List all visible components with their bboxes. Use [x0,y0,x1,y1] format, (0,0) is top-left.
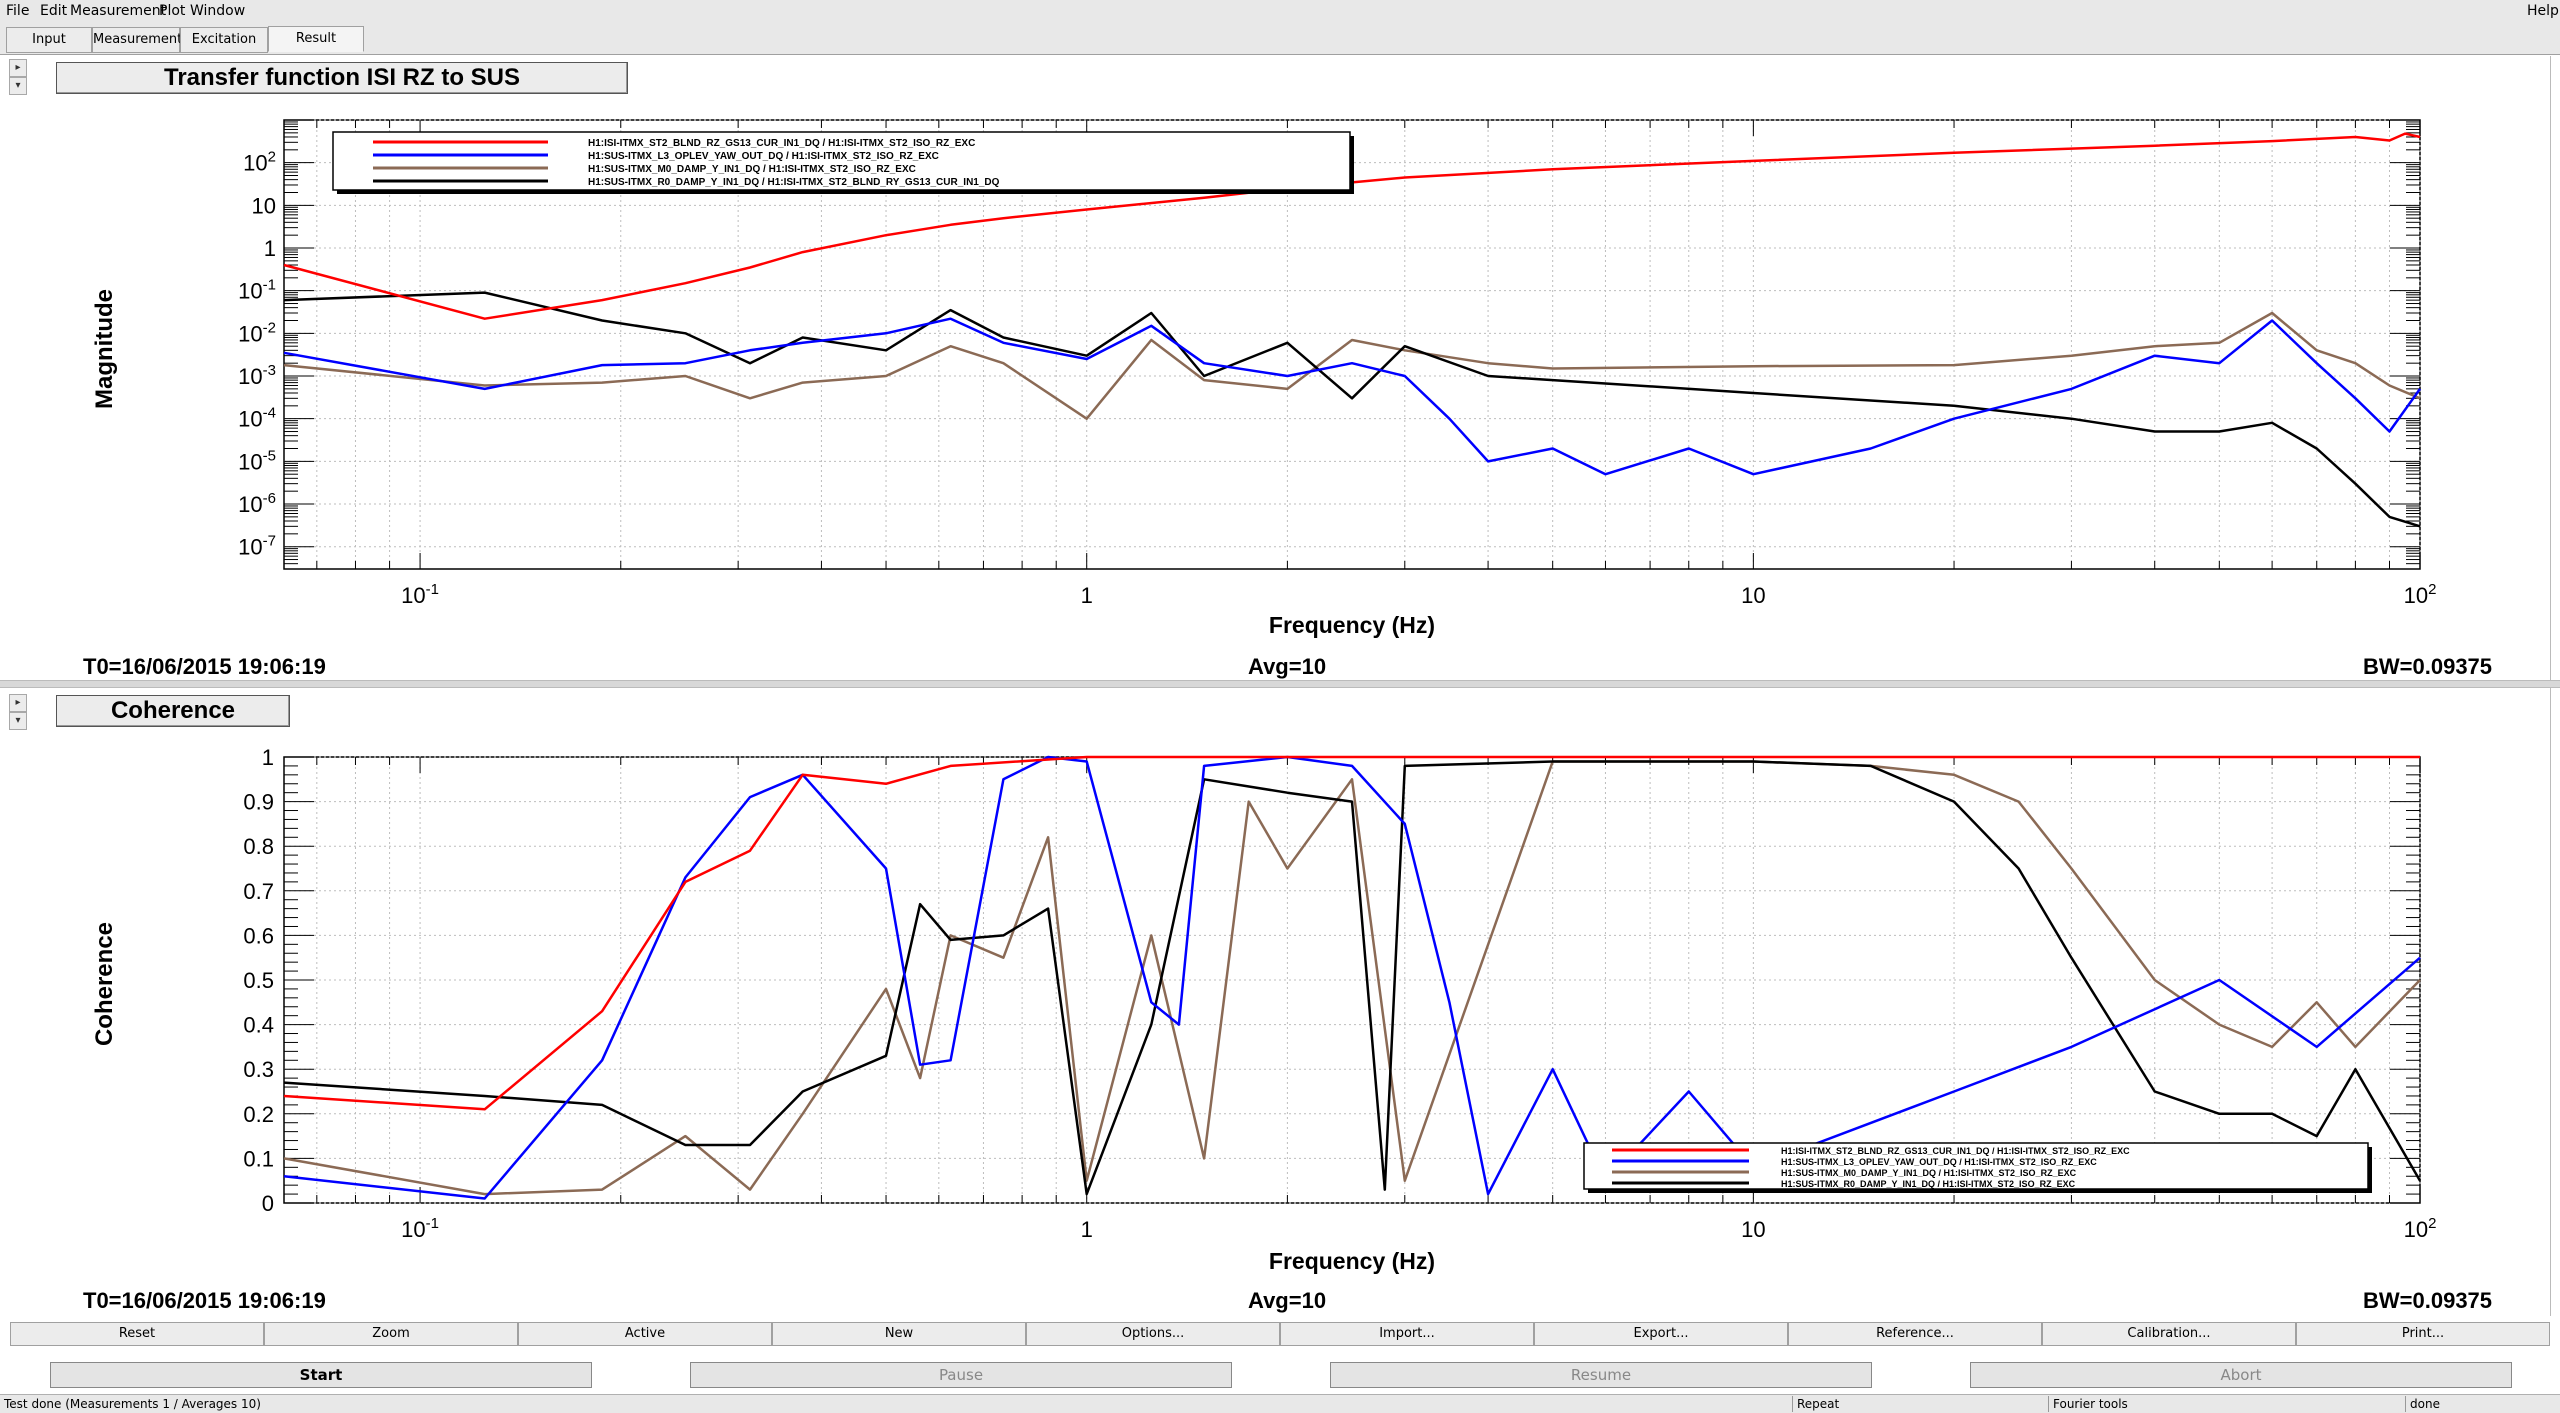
series-line [283,317,2422,476]
x-tick-label: 102 [2404,1215,2437,1242]
y-tick-label: 0.6 [243,923,274,948]
series-line [283,760,2422,1196]
plot1-ylabel: Magnitude [91,289,118,409]
y-tick-label: 0.7 [243,879,274,904]
x-tick-label: 10 [1741,1217,1765,1242]
menu-plot[interactable]: Plot [159,3,186,19]
menu-file[interactable]: File [6,3,30,19]
coherence-plot[interactable]: 10-1 1 10 10200.10.20.30.40.50.60.70.80.91 … [0,735,2560,1315]
plot1-t0: T0=16/06/2015 19:06:19 [83,654,326,679]
plot2-t0: T0=16/06/2015 19:06:19 [83,1288,326,1313]
calibration-button[interactable]: Calibration... [2042,1322,2296,1346]
y-tick-label: 1 [262,745,274,770]
y-tick-label: 10-2 [238,319,276,346]
y-tick-label: 10 [252,193,276,218]
y-tick-label: 10-3 [238,362,276,389]
y-tick-label: 0 [262,1191,274,1216]
y-tick-label: 10-6 [238,490,276,517]
pause-button[interactable]: Pause [690,1362,1232,1388]
status-state: done [2410,1397,2440,1411]
collapse-arrow-icon[interactable]: ▾ [9,77,27,95]
series-line [283,760,2421,1196]
series-line [283,755,2421,1200]
series-line [283,311,2421,420]
resume-button[interactable]: Resume [1330,1362,1872,1388]
y-tick-label: 0.9 [243,790,274,815]
plot2-bw: BW=0.09375 [2363,1288,2493,1313]
menu-edit[interactable]: Edit [40,3,68,19]
reference-button[interactable]: Reference... [1788,1322,2042,1346]
series-line [283,755,2420,1111]
menu-bar: File Edit Measurement Plot Window Help [0,0,2560,25]
legend-entry: H1:SUS-ITMX_M0_DAMP_Y_IN1_DQ / H1:ISI-IT… [588,164,916,175]
x-tick-label: 1 [1081,1217,1093,1242]
y-tick-label: 1 [264,236,276,261]
legend-entry: H1:SUS-ITMX_R0_DAMP_Y_IN1_DQ / H1:ISI-IT… [588,177,1000,188]
series-line [283,291,2421,528]
start-button[interactable]: Start [50,1362,592,1388]
menu-window[interactable]: Window [190,3,246,19]
status-message: Test done (Measurements 1 / Averages 10) [4,1397,261,1411]
plot1-bw: BW=0.09375 [2363,654,2493,679]
legend-entry: H1:SUS-ITMX_M0_DAMP_Y_IN1_DQ / H1:ISI-IT… [1781,1168,2077,1178]
import-button[interactable]: Import... [1280,1322,1534,1346]
y-tick-label: 0.5 [243,968,274,993]
x-tick-label: 10-1 [401,581,439,608]
tab-measurement[interactable]: Measurement [92,27,182,53]
active-button[interactable]: Active [518,1322,772,1346]
transfer-function-plot[interactable]: 10-1 1 10 102 10-7 10-6 10-5 10-4 10-3 10-2 10-1 1 1… [0,100,2560,680]
x-tick-label: 102 [2404,581,2437,608]
plot1-avg: Avg=10 [1248,654,1327,679]
x-tick-label: 10-1 [401,1215,439,1242]
legend-entry: H1:SUS-ITMX_L3_OPLEV_YAW_OUT_DQ / H1:ISI… [588,151,939,162]
y-tick-label: 102 [243,149,276,176]
plot1-title[interactable]: Transfer function ISI RZ to SUS [56,62,628,94]
status-bar: Test done (Measurements 1 / Averages 10)… [0,1394,2560,1413]
plot2-avg: Avg=10 [1248,1288,1327,1313]
legend-entry: H1:ISI-ITMX_ST2_BLND_RZ_GS13_CUR_IN1_DQ … [588,138,975,149]
zoom-button[interactable]: Zoom [264,1322,518,1346]
new-button[interactable]: New [772,1322,1026,1346]
y-tick-label: 10-1 [238,277,276,304]
y-tick-label: 0.2 [243,1102,274,1127]
y-tick-label: 10-4 [238,405,276,432]
plot1-frame [283,119,2421,570]
y-tick-label: 10-7 [238,533,276,560]
status-fourier: Fourier tools [2053,1397,2128,1411]
x-tick-label: 1 [1081,583,1093,608]
legend-entry: H1:SUS-ITMX_L3_OPLEV_YAW_OUT_DQ / H1:ISI… [1781,1157,2097,1167]
export-button[interactable]: Export... [1534,1322,1788,1346]
y-tick-label: 0.3 [243,1057,274,1082]
tab-input[interactable]: Input [6,27,92,53]
expand-arrow-icon[interactable]: ▸ [9,59,27,77]
tab-result[interactable]: Result [268,26,364,52]
menu-measurement[interactable]: Measurement [70,3,167,19]
y-tick-label: 0.1 [243,1146,274,1171]
plot2-ylabel: Coherence [91,922,118,1046]
options-button[interactable]: Options... [1026,1322,1280,1346]
plot-options-bar: Reset Zoom Active New Options... Import.… [10,1322,2550,1346]
y-tick-label: 10-5 [238,447,276,474]
legend-entry: H1:SUS-ITMX_R0_DAMP_Y_IN1_DQ / H1:ISI-IT… [1781,1179,2076,1189]
legend-entry: H1:ISI-ITMX_ST2_BLND_RZ_GS13_CUR_IN1_DQ … [1781,1146,2130,1156]
menu-help[interactable]: Help [2527,3,2559,19]
tab-excitation[interactable]: Excitation [180,27,268,53]
reset-button[interactable]: Reset [10,1322,264,1346]
expand-arrow-icon[interactable]: ▸ [9,694,27,712]
collapse-arrow-icon[interactable]: ▾ [9,712,27,730]
y-tick-label: 0.4 [243,1013,274,1038]
plot2-xlabel: Frequency (Hz) [1269,1248,1435,1274]
plot2-title[interactable]: Coherence [56,695,290,727]
x-tick-label: 10 [1741,583,1765,608]
print-button[interactable]: Print... [2296,1322,2550,1346]
plot1-xlabel: Frequency (Hz) [1269,612,1435,638]
abort-button[interactable]: Abort [1970,1362,2512,1388]
pane-divider[interactable] [0,680,2560,688]
y-tick-label: 0.8 [243,834,274,859]
status-repeat: Repeat [1797,1397,1840,1411]
tab-bar: Input Measurement Excitation Result [0,24,2560,55]
